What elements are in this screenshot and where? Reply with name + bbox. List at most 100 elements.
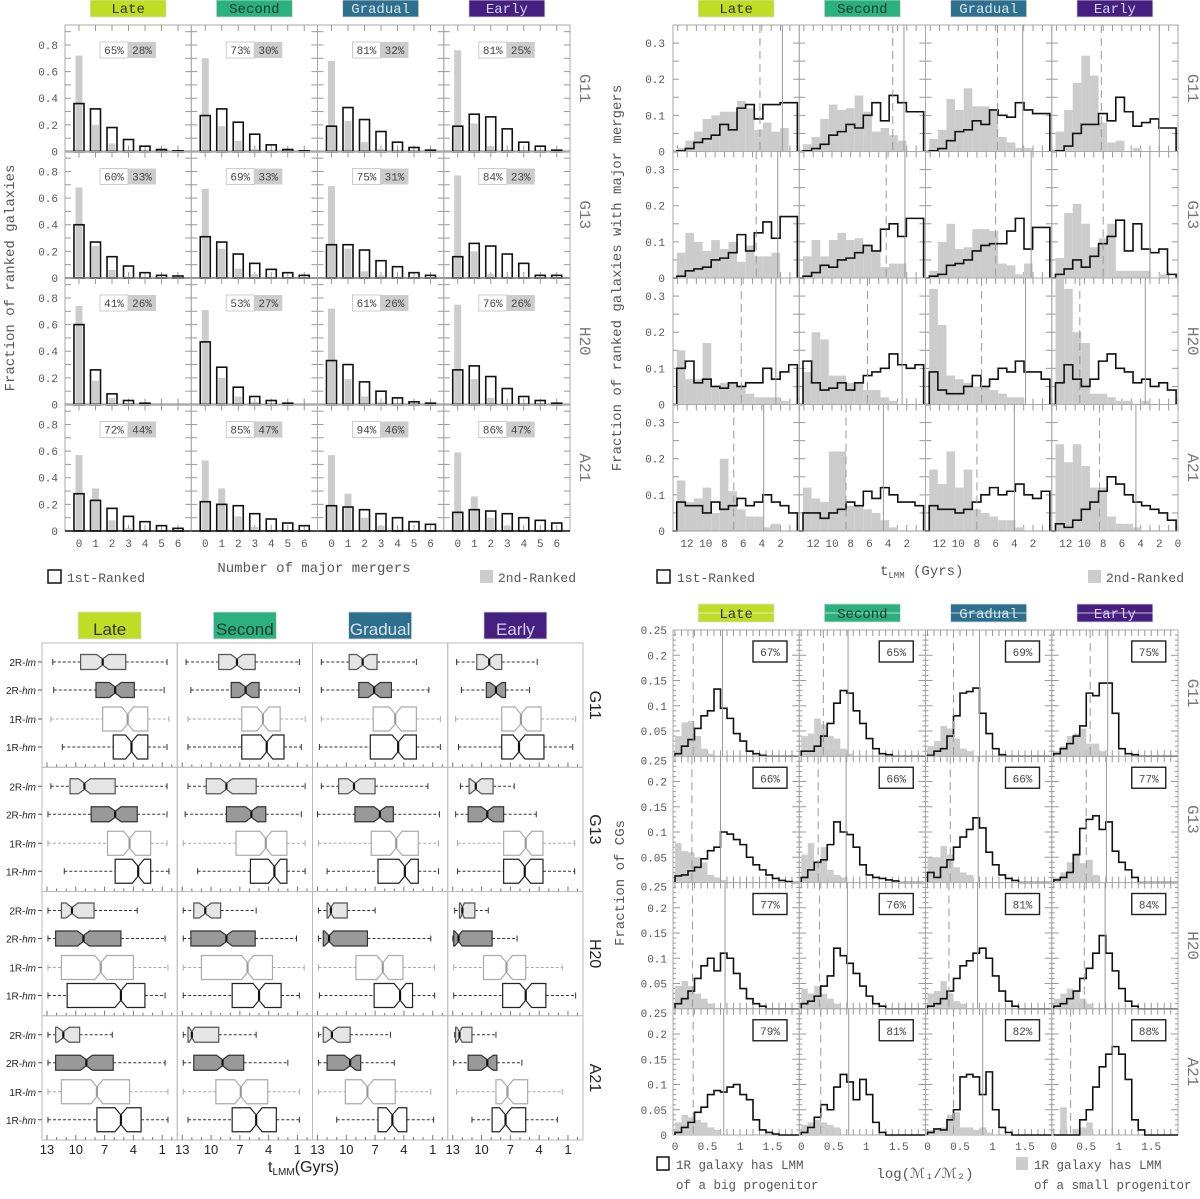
column-header-late: Late (697, 603, 775, 623)
bar-small-progenitor (1079, 863, 1087, 883)
bar-2nd-ranked (937, 129, 947, 152)
pct-second-box (254, 295, 283, 311)
cell-g11-early: 75% (1051, 629, 1179, 758)
bar-small-progenitor (814, 718, 821, 757)
step-1st-ranked (1051, 96, 1177, 153)
notched-box (355, 954, 404, 981)
notched-box (193, 1054, 245, 1071)
bar-2nd-ranked (745, 245, 755, 278)
pct-1st-ranked: 69% (230, 173, 250, 185)
boxplot-2r-hm (317, 1054, 395, 1071)
column-header-early: Early (1076, 603, 1154, 623)
cell-h20-second: 76% (798, 882, 926, 1010)
bar-2nd-ranked (745, 108, 755, 152)
cell-g13-late: 0 0.1 0.2 0.3 (645, 151, 800, 286)
series-label-suffix: lm (25, 715, 36, 726)
bar-small-progenitor (1066, 736, 1074, 757)
bar-2nd-ranked (802, 371, 812, 405)
bar-2nd-ranked (837, 451, 847, 531)
bar-2nd-ranked (963, 469, 973, 531)
bar-small-progenitor (820, 724, 828, 757)
cell-g11-early: 81% 25% (443, 24, 571, 153)
bar-2nd-ranked (946, 223, 956, 278)
bar-small-progenitor (960, 872, 967, 883)
bar-2nd-ranked (1015, 147, 1025, 152)
bar-2nd-ranked (234, 140, 242, 152)
x-axis-label-part: t (268, 1159, 273, 1176)
column-header-box (348, 611, 413, 640)
y-tick-label: 0.4 (38, 474, 58, 486)
x-tick-label: 0 (924, 1142, 931, 1154)
boxplot-1r-hm (187, 1107, 300, 1133)
cell-h20-gradual: 61% 26% (317, 277, 445, 406)
y-tick-label: 0.4 (38, 221, 58, 233)
x-axis-label: Number of major mergers (217, 561, 410, 577)
x-tick-label: 1.5 (1141, 1142, 1161, 1154)
series-label-suffix: lm (25, 782, 36, 793)
notched-box (66, 982, 146, 1009)
bar-small-progenitor (1053, 998, 1061, 1009)
pct-label: 81% (886, 1027, 906, 1039)
legend-1st-ranked-swatch (47, 569, 62, 584)
legend-small-progenitor: 1R galaxy has LMM (1034, 1159, 1162, 1173)
bar-2nd-ranked (201, 58, 209, 152)
x-tick-label: 6 (866, 539, 873, 551)
legend-big-progenitor: of a big progenitor (676, 1179, 819, 1193)
bar-2nd-ranked (780, 128, 789, 152)
notched-box (200, 954, 274, 981)
x-axis-label: tLMM (Gyrs) (880, 564, 963, 581)
bar-small-progenitor (675, 1122, 682, 1135)
bar-2nd-ranked (728, 111, 738, 152)
bar-2nd-ranked (1055, 278, 1065, 405)
step-1st-ranked (1051, 219, 1177, 279)
series-label: 1R-lm (9, 839, 36, 850)
bar-2nd-ranked (454, 175, 462, 278)
series-label-prefix: 2R- (6, 1059, 22, 1070)
bar-small-progenitor (1073, 853, 1080, 883)
bar-2nd-ranked (811, 332, 821, 405)
pct-1st-ranked: 81% (357, 46, 377, 58)
y-tick-label: 0.1 (647, 828, 667, 840)
boxplot-1r-hm (458, 734, 574, 760)
step-big-progenitor (800, 947, 926, 1010)
x-tick-label: 5 (158, 539, 165, 551)
y-tick-label: 0.1 (647, 1081, 667, 1093)
bar-2nd-ranked (75, 187, 83, 278)
notched-box (503, 858, 544, 884)
bar-2nd-ranked (125, 528, 132, 531)
x-tick-label: 1 (737, 1142, 744, 1154)
column-header-label: Gradual (351, 2, 410, 18)
y-tick-label: 0.6 (38, 194, 58, 206)
bar-2nd-ranked (1133, 527, 1142, 531)
bar-2nd-ranked (470, 123, 478, 152)
bar-2nd-ranked (771, 252, 781, 278)
pct-1st-ranked: 65% (104, 46, 124, 58)
x-tick-label: 2 (1030, 539, 1037, 551)
bar-2nd-ranked (828, 375, 838, 405)
x-tick-label: 4 (265, 1142, 272, 1157)
boxplot-1r-lm (50, 706, 170, 732)
series-label-prefix: 2R- (9, 658, 25, 669)
bar-small-progenitor (675, 736, 682, 757)
bar-2nd-ranked (989, 231, 999, 278)
bar-2nd-ranked (1081, 223, 1090, 278)
x-tick-label: 1.5 (889, 1142, 909, 1154)
notched-box (193, 902, 222, 919)
bar-2nd-ranked (377, 148, 385, 152)
bar-2nd-ranked (889, 400, 898, 405)
bar-2nd-ranked (1055, 131, 1065, 152)
x-tick-label: 10 (69, 1142, 83, 1157)
row-label: G13 (586, 814, 603, 844)
bar-2nd-ranked (846, 108, 855, 152)
bar-2nd-ranked (676, 252, 686, 278)
bar-small-progenitor (940, 1127, 947, 1135)
x-tick-label: 10 (339, 1142, 353, 1157)
boxplot-2r-lm (50, 778, 168, 795)
series-label: 2R-lm (9, 658, 36, 669)
bar-2nd-ranked (487, 517, 495, 531)
bar-2nd-ranked (929, 288, 938, 405)
column-header-label: Second (216, 620, 274, 639)
bar-2nd-ranked (676, 480, 686, 531)
cell-g13-gradual (312, 766, 449, 892)
